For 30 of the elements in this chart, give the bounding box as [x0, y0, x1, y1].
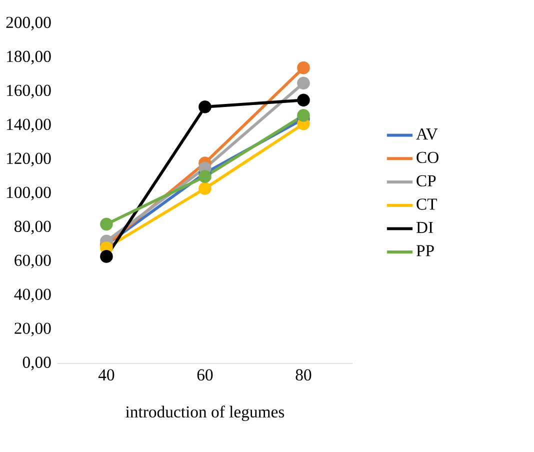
- point: [100, 218, 113, 230]
- legend-label: CT: [416, 198, 438, 210]
- legend-label: AV: [416, 128, 438, 140]
- legend-label: CP: [416, 175, 436, 186]
- x-axis-title: introduction of legumes: [126, 406, 284, 421]
- y-tick-label: 40,00: [14, 288, 51, 302]
- y-tick-label: 120,00: [7, 152, 51, 166]
- point: [198, 182, 212, 195]
- legend-label: CO: [416, 152, 438, 163]
- x-tick-label: 80: [296, 369, 312, 380]
- point: [297, 76, 310, 90]
- legend-label: PP: [416, 245, 434, 256]
- point: [198, 100, 212, 114]
- y-tick-label: 140,00: [7, 118, 51, 132]
- point: [297, 108, 310, 122]
- y-tick-label: 100,00: [7, 186, 51, 200]
- x-tick-label: 60: [197, 369, 213, 380]
- y-tick-label: 200,00: [6, 16, 51, 30]
- y-tick-label: 20,00: [14, 322, 51, 336]
- y-tick-label: 180,00: [7, 50, 51, 64]
- point: [297, 61, 310, 74]
- y-tick-label: 0,00: [22, 356, 51, 370]
- point: [100, 250, 113, 263]
- y-tick-label: 80,00: [14, 220, 51, 234]
- y-tick-label: 60,00: [14, 254, 51, 268]
- point: [198, 170, 212, 183]
- legend-label: DI: [416, 222, 433, 233]
- x-tick-label: 40: [98, 369, 114, 380]
- y-tick-label: 160,00: [7, 84, 51, 98]
- point: [297, 94, 310, 106]
